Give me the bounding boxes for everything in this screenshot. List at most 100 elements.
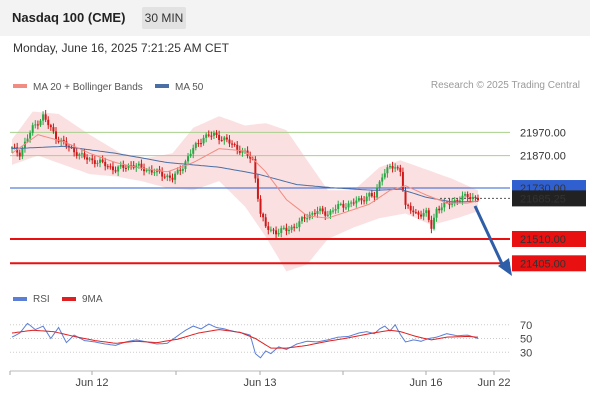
candle-down [122, 164, 125, 168]
candle-up [39, 120, 42, 126]
candle-down [231, 143, 234, 145]
candle-down [111, 166, 114, 171]
candle-down [228, 139, 231, 144]
candle-down [91, 158, 94, 161]
research-credit: Research © 2025 Trading Central [430, 80, 580, 91]
candle-down [143, 167, 146, 172]
candle-down [370, 193, 373, 197]
candle-up [192, 148, 195, 154]
candle-up [344, 207, 347, 209]
candle-down [313, 213, 316, 215]
candle-up [311, 213, 314, 215]
candle-up [290, 226, 293, 230]
candle-down [18, 152, 21, 157]
candle-down [225, 137, 228, 140]
candle-down [373, 196, 376, 198]
candle-up [288, 229, 291, 232]
level-labels: 21970.0021870.0021730.0021510.0021405.00… [512, 127, 586, 272]
candle-down [417, 212, 420, 215]
candle-down [233, 143, 236, 145]
last-price-label: 21685.25 [520, 193, 566, 205]
candle-up [189, 153, 192, 157]
candle-down [49, 125, 52, 128]
candle-down [363, 200, 366, 202]
candle-up [376, 187, 379, 198]
candle-up [357, 198, 360, 201]
candle-up [137, 163, 140, 166]
last-price-tag [512, 190, 586, 207]
candle-up [388, 166, 391, 168]
candle-up [334, 209, 337, 211]
candle-down [360, 198, 363, 201]
candle-down [414, 212, 417, 214]
candle-up [435, 208, 438, 218]
candle-down [412, 210, 415, 213]
candle-up [176, 169, 179, 174]
candle-down [13, 147, 16, 149]
forecast-arrow-head [498, 258, 512, 276]
candle-down [409, 205, 412, 211]
candle-up [11, 147, 13, 149]
price-levels [10, 131, 510, 265]
chart-header: Nasdaq 100 (CME) 30 MIN [0, 0, 590, 36]
candle-down [256, 178, 259, 199]
instrument-title: Nasdaq 100 (CME) [12, 10, 126, 25]
candle-down [36, 124, 39, 126]
candle-down [399, 167, 402, 172]
candle-up [212, 132, 215, 136]
candle-up [300, 217, 303, 222]
candle-up [386, 167, 389, 174]
candle-up [337, 204, 340, 210]
candle-up [26, 138, 29, 142]
candle-up [78, 154, 81, 156]
candle-up [187, 156, 190, 162]
candle-up [326, 214, 329, 216]
candle-up [166, 175, 169, 178]
level-label-21870.00: 21870.00 [520, 151, 566, 163]
candle-down [430, 219, 433, 229]
candle-down [220, 140, 223, 142]
candle-down [404, 190, 407, 205]
candle-up [88, 158, 91, 160]
rsi-line [11, 322, 479, 359]
candle-down [75, 152, 78, 156]
candle-up [34, 124, 37, 126]
candle-down [303, 217, 306, 219]
candle-down [407, 204, 410, 206]
candle-up [280, 228, 283, 233]
ma20-legend-label: MA 20 + Bollinger Bands [33, 82, 143, 93]
ma50-line [11, 145, 478, 203]
candle-up [471, 196, 474, 199]
ma20-line [11, 134, 479, 219]
timeframe-button[interactable]: 30 MIN [142, 7, 186, 29]
candle-down [62, 139, 65, 142]
candle-up [148, 169, 151, 171]
candle-up [127, 165, 130, 169]
candle-up [117, 166, 120, 172]
candle-down [52, 127, 55, 132]
ma50-legend-label: MA 50 [175, 82, 204, 93]
candle-down [420, 214, 423, 217]
candle-up [99, 159, 102, 163]
candle-down [218, 134, 221, 141]
candle-down [262, 213, 265, 218]
candle-down [267, 226, 270, 231]
candle-up [443, 202, 446, 208]
candle-down [438, 208, 441, 211]
candle-down [179, 169, 182, 171]
candle-up [80, 153, 83, 155]
candle-down [55, 131, 58, 140]
ma50-legend-swatch [155, 84, 169, 88]
candle-up [298, 221, 301, 228]
rsi-legend-label: RSI [33, 294, 50, 305]
candle-down [44, 114, 47, 120]
candle-down [272, 229, 275, 231]
x-tick-label: Jun 22 [477, 377, 510, 389]
rsi-ma-legend-label: 9MA [82, 294, 103, 305]
candle-up [153, 172, 156, 174]
candle-down [236, 144, 239, 150]
candle-up [378, 181, 381, 188]
candle-up [461, 195, 464, 201]
candle-down [124, 167, 127, 169]
candle-up [42, 114, 45, 121]
